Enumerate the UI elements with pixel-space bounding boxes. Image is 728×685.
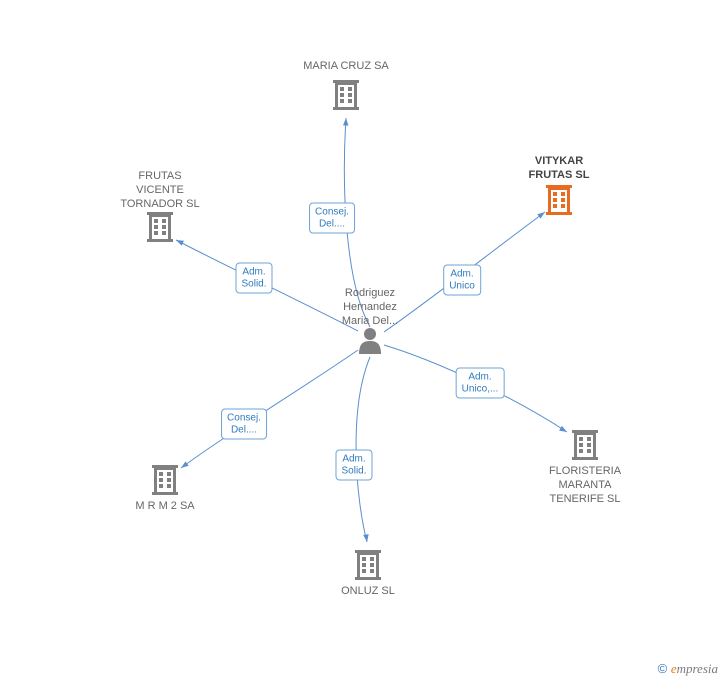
- edge-label-mrm2: Consej. Del....: [221, 409, 267, 440]
- arrowhead: [181, 461, 189, 468]
- node-label-mrm2: M R M 2 SA: [110, 500, 220, 514]
- edge-label-floristeria: Adm. Unico,...: [456, 368, 505, 399]
- building-icon: [333, 80, 359, 110]
- node-label-maria-cruz: MARIA CRUZ SA: [291, 60, 401, 74]
- arrowhead: [559, 426, 567, 432]
- building-icon: [147, 212, 173, 242]
- copyright: © empresia: [658, 661, 718, 677]
- arrowhead: [363, 534, 368, 542]
- edge-label-onluz: Adm. Solid.: [335, 450, 372, 481]
- node-label-onluz: ONLUZ SL: [313, 585, 423, 599]
- network-canvas: [0, 0, 728, 685]
- node-label-vitykar: VITYKARFRUTAS SL: [504, 155, 614, 183]
- node-label-floristeria: FLORISTERIAMARANTATENERIFE SL: [530, 465, 640, 506]
- arrowhead: [176, 240, 184, 246]
- node-label-frutas-vicente: FRUTASVICENTETORNADOR SL: [105, 170, 215, 211]
- arrowhead: [343, 118, 348, 126]
- edge-label-vitykar: Adm. Unico: [443, 265, 481, 296]
- building-icon: [546, 185, 572, 215]
- center-label: RodriguezHernandezMaria Del...: [320, 287, 420, 328]
- copyright-text: mpresia: [677, 661, 718, 676]
- edge-mrm2: [181, 350, 358, 468]
- building-icon: [572, 430, 598, 460]
- person-icon: [359, 328, 381, 354]
- arrowhead: [537, 212, 545, 219]
- copyright-symbol: ©: [658, 661, 668, 676]
- edge-label-frutas-vicente: Adm. Solid.: [235, 263, 272, 294]
- edge-label-maria-cruz: Consej. Del....: [309, 203, 355, 234]
- building-icon: [355, 550, 381, 580]
- building-icon: [152, 465, 178, 495]
